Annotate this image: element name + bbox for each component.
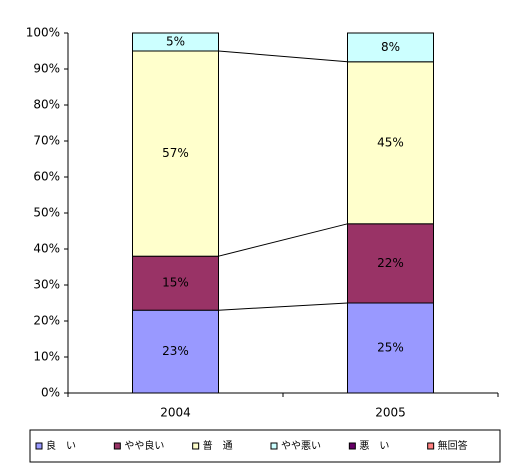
y-tick-label: 80% xyxy=(33,98,60,112)
y-tick-label: 30% xyxy=(33,278,60,292)
data-label: 57% xyxy=(162,146,189,160)
bar-segment xyxy=(347,302,434,394)
legend-label: やや悪い xyxy=(281,440,321,452)
data-label: 45% xyxy=(377,135,404,149)
data-label: 23% xyxy=(162,344,189,358)
y-tick-label: 20% xyxy=(33,314,60,328)
y-tick-label: 40% xyxy=(33,242,60,256)
legend-swatch xyxy=(427,442,435,450)
legend-swatch xyxy=(192,442,200,450)
legend-box xyxy=(29,429,501,463)
y-tick-label: 0% xyxy=(41,386,60,400)
legend-label: 悪 い xyxy=(359,440,389,452)
x-tick-label: 2004 xyxy=(160,406,191,420)
series-line xyxy=(218,223,348,257)
y-tick-label: 10% xyxy=(33,350,60,364)
bar-segment xyxy=(132,255,219,311)
bar-segment xyxy=(132,32,219,52)
data-label: 25% xyxy=(377,341,404,355)
legend-swatch xyxy=(348,442,356,450)
series-line xyxy=(218,50,348,63)
bar-segment xyxy=(347,61,434,225)
legend-swatch xyxy=(270,442,278,450)
legend-swatch xyxy=(35,442,43,450)
bar-segment xyxy=(347,223,434,304)
legend-label: 良 い xyxy=(46,439,76,452)
y-tick-label: 50% xyxy=(33,206,60,220)
data-label: 5% xyxy=(166,35,185,49)
bar-segment xyxy=(347,32,434,63)
legend-label: 無回答 xyxy=(438,439,468,452)
data-label: 15% xyxy=(162,276,189,290)
series-line xyxy=(218,302,348,311)
y-tick-label: 70% xyxy=(33,134,60,148)
bar-segment xyxy=(132,309,219,394)
legend-label: 普 通 xyxy=(203,439,233,452)
bar-segment xyxy=(132,50,219,257)
data-label: 8% xyxy=(381,40,400,54)
legend: 良 い やや良い 普 通 やや悪い 悪 い 無回答 xyxy=(35,439,468,452)
y-tick-label: 90% xyxy=(33,62,60,76)
y-tick-label: 60% xyxy=(33,170,60,184)
legend-label: やや良い xyxy=(124,439,164,452)
x-tick-label: 2005 xyxy=(375,406,406,420)
data-label: 22% xyxy=(377,256,404,270)
legend-swatch xyxy=(113,442,121,450)
y-tick-label: 100% xyxy=(26,26,60,40)
